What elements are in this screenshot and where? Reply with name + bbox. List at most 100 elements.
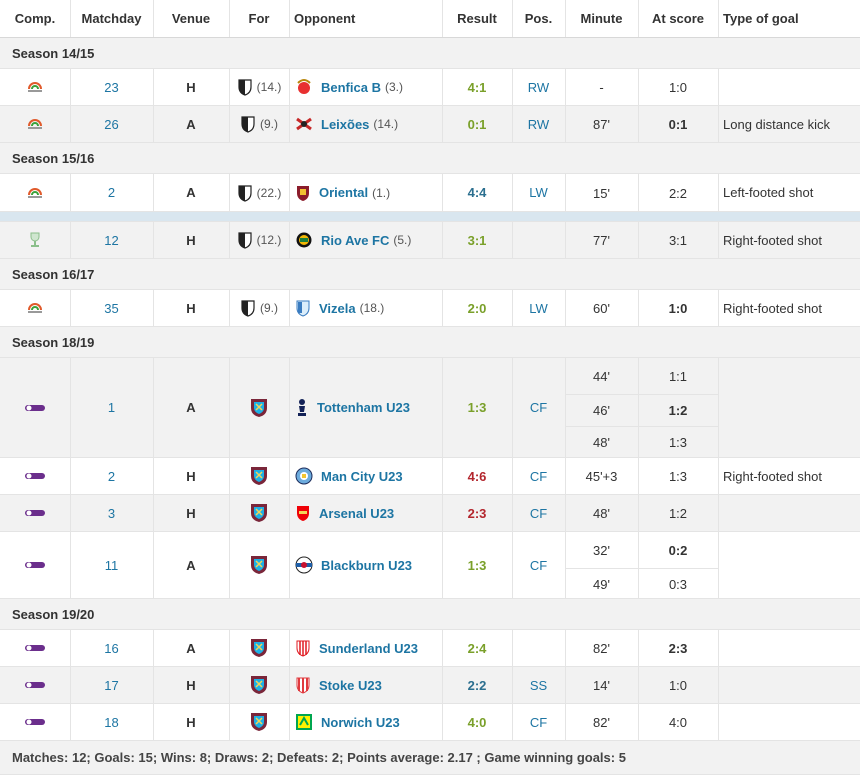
column-header[interactable]: Opponent (289, 0, 442, 37)
matchday-link[interactable]: 16 (104, 640, 119, 656)
result-link[interactable]: 4:4 (467, 185, 487, 200)
result-link[interactable]: 0:1 (467, 116, 487, 132)
column-header[interactable]: For (229, 0, 289, 37)
matchday-cell[interactable]: 3 (70, 495, 153, 531)
column-header[interactable]: Minute (565, 0, 638, 37)
result-cell[interactable]: 2:0 (442, 290, 512, 326)
matchday-cell[interactable]: 16 (70, 630, 153, 666)
competition-cell[interactable] (0, 69, 70, 105)
matchday-link[interactable]: 35 (104, 300, 119, 316)
competition-cell[interactable] (0, 667, 70, 703)
matchday-cell[interactable]: 2 (70, 174, 153, 211)
result-link[interactable]: 2:0 (467, 300, 487, 316)
opponent-link[interactable]: Oriental (319, 185, 369, 200)
matchday-link[interactable]: 18 (104, 714, 119, 730)
for-cell[interactable]: (22.) (229, 174, 289, 211)
opponent-cell[interactable]: Norwich U23 (289, 704, 442, 740)
competition-cell[interactable] (0, 106, 70, 142)
competition-cell[interactable] (0, 704, 70, 740)
for-cell[interactable] (229, 704, 289, 740)
matchday-link[interactable]: 23 (104, 79, 119, 95)
result-cell[interactable]: 4:4 (442, 174, 512, 211)
matchday-cell[interactable]: 35 (70, 290, 153, 326)
for-cell[interactable]: (12.) (229, 222, 289, 258)
result-cell[interactable]: 4:0 (442, 704, 512, 740)
result-cell[interactable]: 4:6 (442, 458, 512, 494)
matchday-cell[interactable]: 12 (70, 222, 153, 258)
result-link[interactable]: 4:1 (467, 79, 487, 95)
for-cell[interactable] (229, 532, 289, 598)
opponent-cell[interactable]: Tottenham U23 (289, 358, 442, 457)
matchday-cell[interactable]: 18 (70, 704, 153, 740)
for-cell[interactable] (229, 458, 289, 494)
matchday-link[interactable]: 11 (104, 557, 119, 573)
column-header[interactable]: Comp. (0, 0, 70, 37)
opponent-cell[interactable]: Leixões (14.) (289, 106, 442, 142)
matchday-link[interactable]: 2 (107, 468, 116, 484)
matchday-cell[interactable]: 17 (70, 667, 153, 703)
competition-cell[interactable] (0, 290, 70, 326)
for-cell[interactable]: (9.) (229, 290, 289, 326)
matchday-cell[interactable]: 2 (70, 458, 153, 494)
matchday-link[interactable]: 3 (107, 505, 116, 521)
opponent-link[interactable]: Rio Ave FC (321, 232, 390, 248)
for-cell[interactable]: (9.) (229, 106, 289, 142)
for-cell[interactable] (229, 667, 289, 703)
opponent-cell[interactable]: Stoke U23 (289, 667, 442, 703)
result-cell[interactable]: 0:1 (442, 106, 512, 142)
competition-cell[interactable] (0, 532, 70, 598)
result-link[interactable]: 4:0 (467, 714, 487, 730)
column-header[interactable]: Matchday (70, 0, 153, 37)
opponent-link[interactable]: Blackburn U23 (321, 557, 413, 573)
matchday-cell[interactable]: 23 (70, 69, 153, 105)
result-cell[interactable]: 2:3 (442, 495, 512, 531)
matchday-link[interactable]: 1 (107, 400, 116, 415)
for-cell[interactable] (229, 358, 289, 457)
matchday-cell[interactable]: 26 (70, 106, 153, 142)
column-header[interactable]: Venue (153, 0, 229, 37)
matchday-link[interactable]: 26 (104, 116, 119, 132)
result-cell[interactable]: 1:3 (442, 358, 512, 457)
competition-cell[interactable] (0, 495, 70, 531)
opponent-cell[interactable]: Oriental (1.) (289, 174, 442, 211)
matchday-link[interactable]: 2 (107, 185, 116, 200)
opponent-link[interactable]: Tottenham U23 (317, 400, 410, 415)
matchday-cell[interactable]: 1 (70, 358, 153, 457)
opponent-cell[interactable]: Arsenal U23 (289, 495, 442, 531)
opponent-link[interactable]: Arsenal U23 (319, 505, 395, 521)
opponent-link[interactable]: Man City U23 (321, 468, 403, 484)
result-cell[interactable]: 3:1 (442, 222, 512, 258)
for-cell[interactable] (229, 495, 289, 531)
result-link[interactable]: 3:1 (467, 232, 487, 248)
matchday-link[interactable]: 17 (104, 677, 119, 693)
result-cell[interactable]: 2:4 (442, 630, 512, 666)
competition-cell[interactable] (0, 630, 70, 666)
matchday-link[interactable]: 12 (104, 232, 119, 248)
competition-cell[interactable] (0, 222, 70, 258)
opponent-link[interactable]: Leixões (321, 116, 370, 132)
competition-cell[interactable] (0, 174, 70, 211)
result-link[interactable]: 2:2 (467, 677, 487, 693)
competition-cell[interactable] (0, 458, 70, 494)
opponent-link[interactable]: Vizela (319, 300, 356, 316)
opponent-cell[interactable]: Blackburn U23 (289, 532, 442, 598)
column-header[interactable]: Result (442, 0, 512, 37)
result-cell[interactable]: 1:3 (442, 532, 512, 598)
column-header[interactable]: At score (638, 0, 718, 37)
opponent-cell[interactable]: Man City U23 (289, 458, 442, 494)
result-cell[interactable]: 4:1 (442, 69, 512, 105)
opponent-cell[interactable]: Vizela (18.) (289, 290, 442, 326)
result-cell[interactable]: 2:2 (442, 667, 512, 703)
opponent-cell[interactable]: Benfica B (3.) (289, 69, 442, 105)
result-link[interactable]: 1:3 (467, 400, 487, 415)
result-link[interactable]: 4:6 (467, 468, 487, 484)
opponent-cell[interactable]: Rio Ave FC (5.) (289, 222, 442, 258)
result-link[interactable]: 1:3 (467, 557, 487, 573)
opponent-cell[interactable]: Sunderland U23 (289, 630, 442, 666)
result-link[interactable]: 2:3 (467, 505, 487, 521)
opponent-link[interactable]: Benfica B (321, 79, 381, 95)
result-link[interactable]: 2:4 (467, 640, 487, 656)
for-cell[interactable] (229, 630, 289, 666)
opponent-link[interactable]: Stoke U23 (319, 677, 382, 693)
opponent-link[interactable]: Norwich U23 (321, 714, 400, 730)
